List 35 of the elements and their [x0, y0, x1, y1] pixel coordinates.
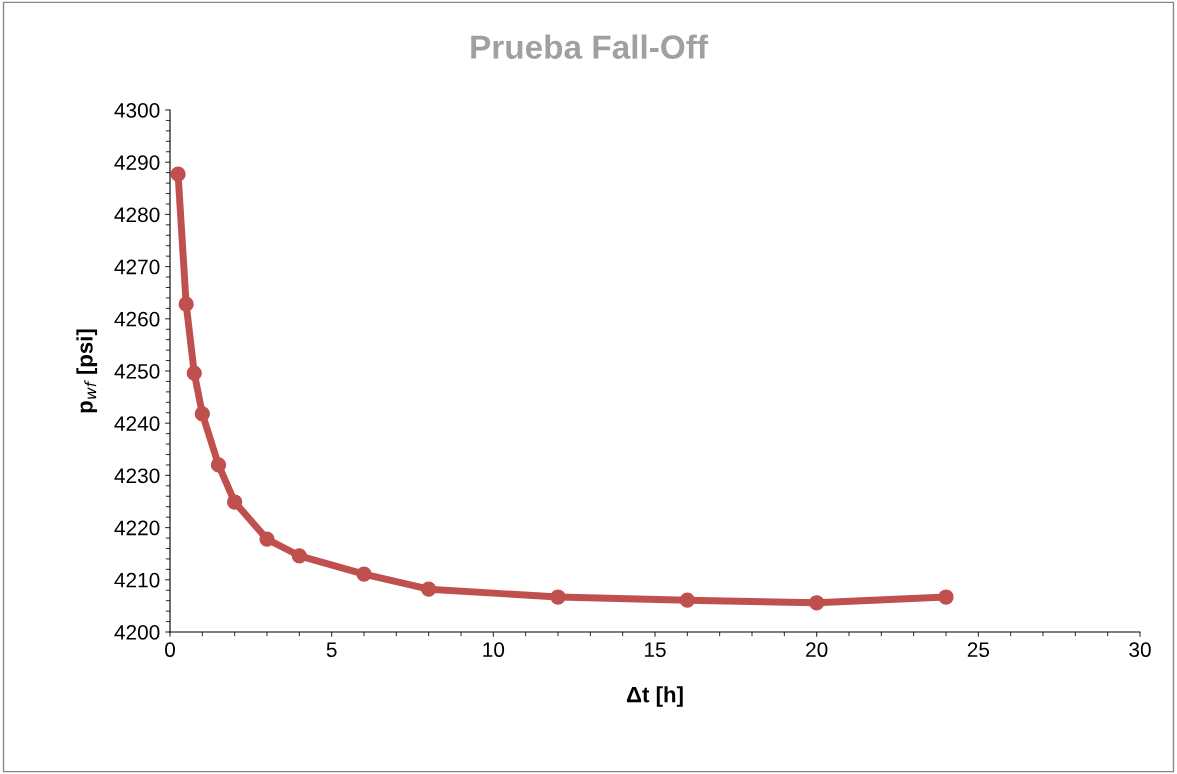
point — [170, 166, 186, 182]
point — [421, 581, 437, 597]
y-tick-label: 4200 — [114, 625, 160, 640]
point — [938, 589, 954, 605]
point — [809, 595, 825, 611]
y-tick-label: 4230 — [114, 468, 160, 484]
y-tick-label: 4280 — [114, 207, 160, 223]
x-tick-label: 30 — [1129, 642, 1151, 658]
y-tick-label: 4240 — [114, 416, 160, 431]
point — [210, 457, 227, 473]
point — [679, 592, 695, 608]
x-tick-label: 10 — [483, 642, 505, 658]
point — [291, 548, 307, 564]
y-tick-label: 4290 — [114, 155, 160, 170]
point — [194, 406, 210, 422]
point — [259, 531, 275, 547]
x-tick-label: 20 — [806, 642, 828, 658]
y-tick-label: 4270 — [114, 259, 160, 275]
x-tick-label: 15 — [645, 642, 666, 658]
x-tick-label: 5 — [326, 642, 337, 658]
y-tick-label: 4250 — [114, 364, 160, 379]
y-axis-title: p$_{wf}$ [psi] — [76, 329, 98, 413]
point — [550, 589, 566, 605]
point — [178, 296, 194, 312]
x-axis-title: Δt [h] — [626, 686, 683, 707]
y-tick-label: 4260 — [114, 311, 160, 327]
point — [356, 566, 372, 582]
point — [186, 365, 202, 381]
x-tick-label: 25 — [967, 642, 990, 658]
chart-title: Prueba Fall-Off — [471, 34, 709, 59]
point — [227, 494, 243, 510]
y-tick-label: 4220 — [114, 520, 160, 536]
y-tick-label: 4210 — [114, 572, 160, 588]
y-tick-label: 4300 — [114, 103, 160, 118]
x-tick-label: 0 — [165, 642, 175, 658]
